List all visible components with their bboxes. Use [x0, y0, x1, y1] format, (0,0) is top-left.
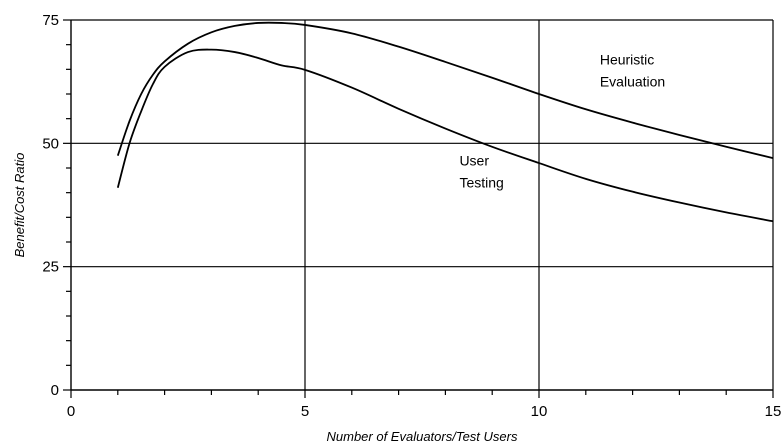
tick-labels: 0 25 50 75 0 5 10 15 — [42, 12, 781, 420]
y-tick-label-50: 50 — [42, 135, 59, 152]
x-tick-label-10: 10 — [531, 403, 548, 420]
series-label-evaluation: Evaluation — [600, 74, 665, 90]
x-tick-label-15: 15 — [765, 403, 782, 420]
series-label-heuristic: Heuristic — [600, 51, 654, 67]
series-lines — [116, 21, 774, 223]
y-tick-label-75: 75 — [42, 12, 59, 29]
series-label-testing: Testing — [459, 175, 503, 191]
series-line-heuristic-evaluation — [116, 21, 774, 160]
x-tick-label-0: 0 — [67, 403, 75, 420]
axes — [63, 19, 774, 398]
y-axis-title: Benefit/Cost Ratio — [12, 153, 27, 258]
gridlines — [71, 19, 774, 390]
y-tick-label-0: 0 — [51, 382, 59, 399]
series-line-user-testing — [116, 48, 774, 223]
series-annotations: Heuristic Evaluation User Testing — [459, 51, 665, 190]
series-label-user: User — [459, 153, 489, 169]
y-tick-label-25: 25 — [42, 259, 59, 276]
x-tick-label-5: 5 — [301, 403, 309, 420]
x-axis-title: Number of Evaluators/Test Users — [327, 429, 518, 444]
